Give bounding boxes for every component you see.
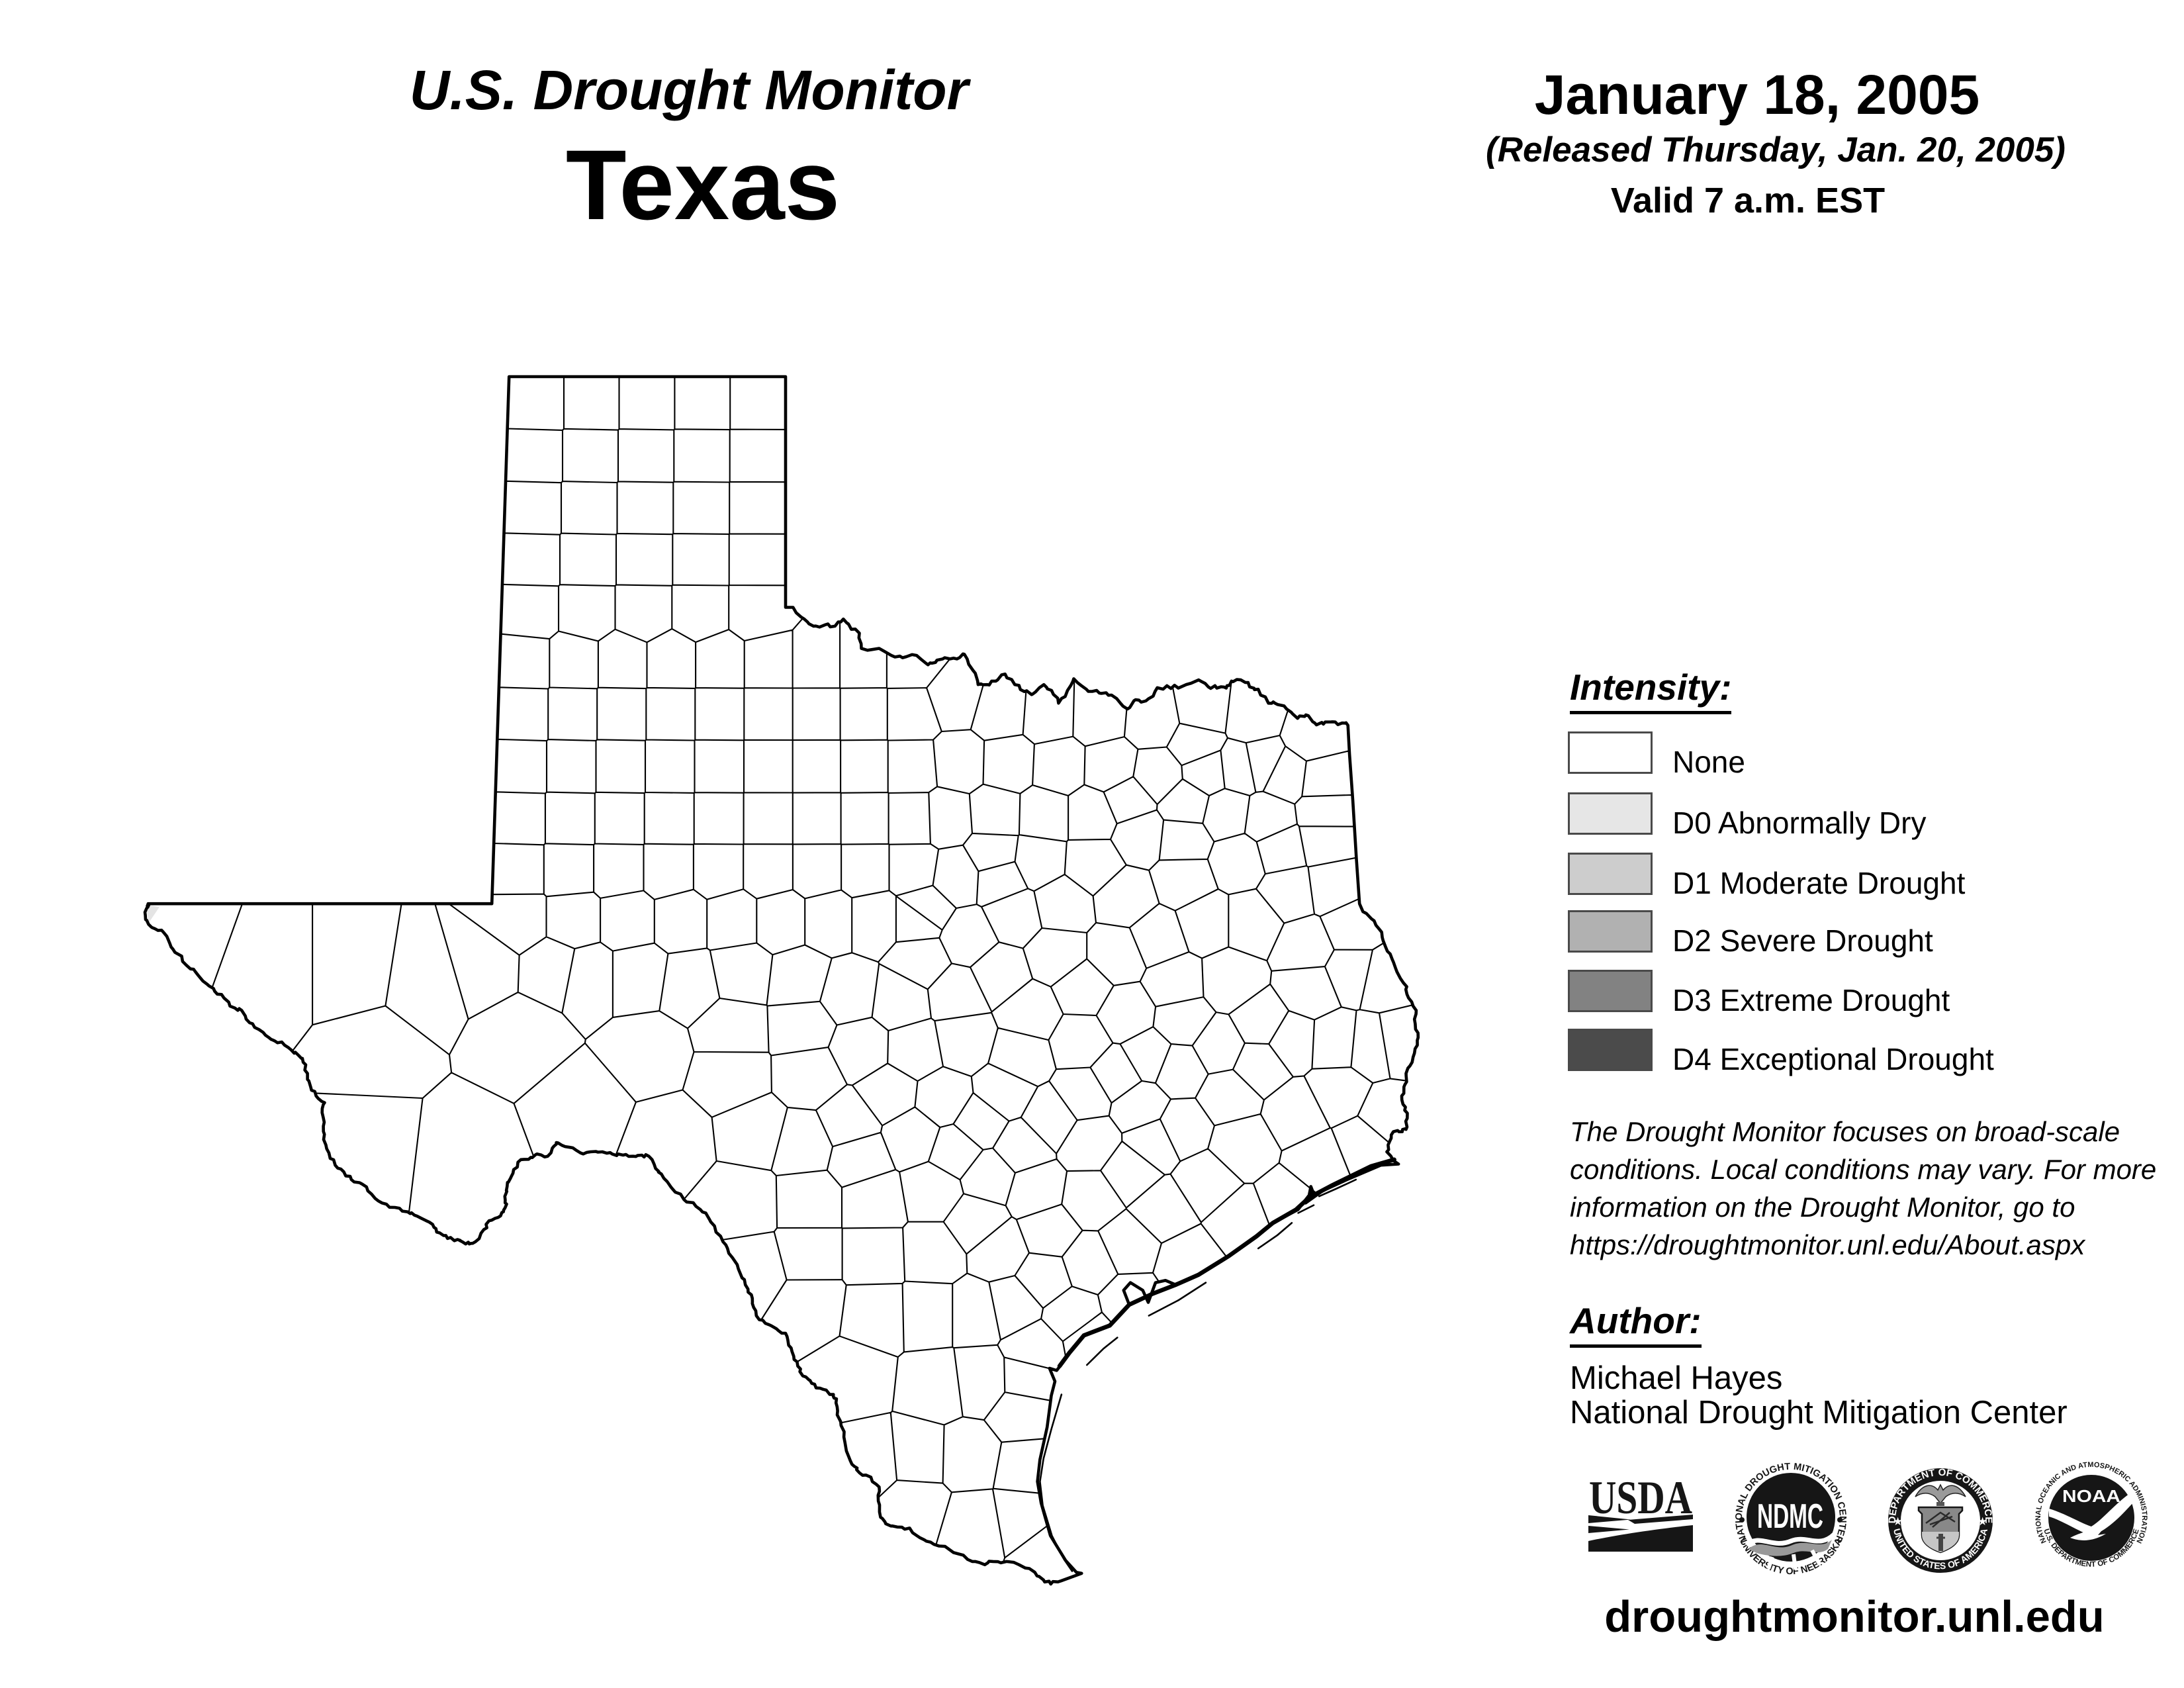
svg-text:★: ★ xyxy=(1893,1515,1903,1528)
svg-text:NDMC: NDMC xyxy=(1757,1497,1823,1536)
svg-text:★: ★ xyxy=(1978,1515,1987,1528)
svg-text:NOAA: NOAA xyxy=(2062,1486,2120,1506)
